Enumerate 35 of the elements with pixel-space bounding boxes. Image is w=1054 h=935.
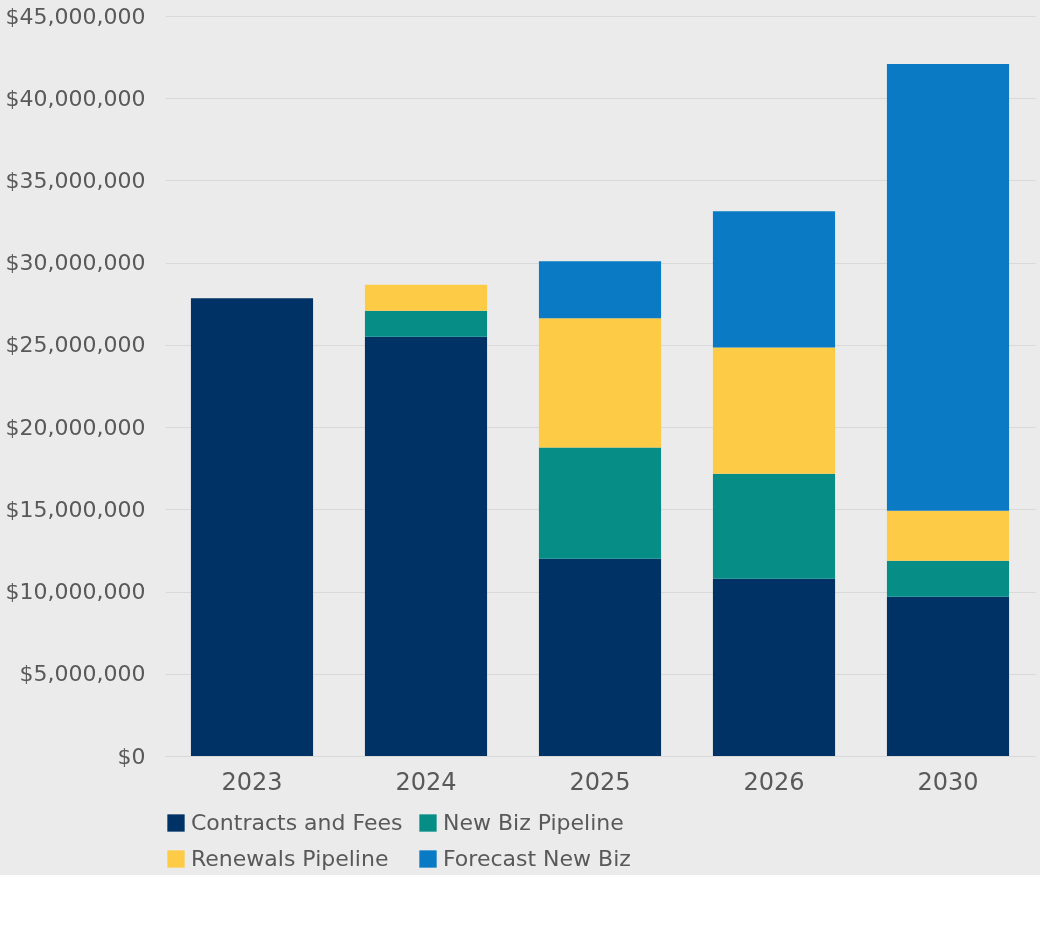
bar — [886, 510, 1010, 561]
bar — [712, 578, 836, 756]
bar — [886, 596, 1010, 756]
y-tick-label: $5,000,000 — [19, 661, 146, 687]
x-tick-label: 2023 — [221, 767, 283, 796]
bar — [364, 310, 488, 337]
x-tick-label: 2030 — [917, 767, 979, 796]
x-tick-label: 2025 — [569, 767, 631, 796]
bar — [538, 447, 662, 559]
bar — [712, 347, 836, 474]
bar — [712, 211, 836, 348]
y-tick-label: $30,000,000 — [5, 250, 146, 276]
legend-label: New Biz Pipeline — [443, 810, 624, 835]
y-tick-label: $40,000,000 — [5, 85, 146, 111]
bar — [712, 473, 836, 579]
y-tick-label: $35,000,000 — [5, 167, 146, 193]
bar — [538, 558, 662, 756]
y-tick-label: $45,000,000 — [5, 3, 146, 29]
y-tick-label: $10,000,000 — [5, 579, 146, 605]
bar — [886, 64, 1010, 511]
bar — [886, 560, 1010, 597]
legend-label: Forecast New Biz — [443, 846, 631, 871]
bar — [190, 298, 314, 756]
y-tick-label: $25,000,000 — [5, 332, 146, 358]
x-tick-label: 2024 — [395, 767, 457, 796]
bar — [364, 284, 488, 311]
x-tick-label: 2026 — [743, 767, 805, 796]
y-tick-label: $20,000,000 — [5, 414, 146, 440]
legend-label: Renewals Pipeline — [191, 846, 389, 871]
bar — [364, 336, 488, 756]
y-tick-label: $0 — [117, 743, 146, 769]
bar — [538, 318, 662, 448]
bar — [538, 261, 662, 319]
y-tick-label: $15,000,000 — [5, 496, 146, 522]
legend-label: Contracts and Fees — [191, 810, 403, 835]
